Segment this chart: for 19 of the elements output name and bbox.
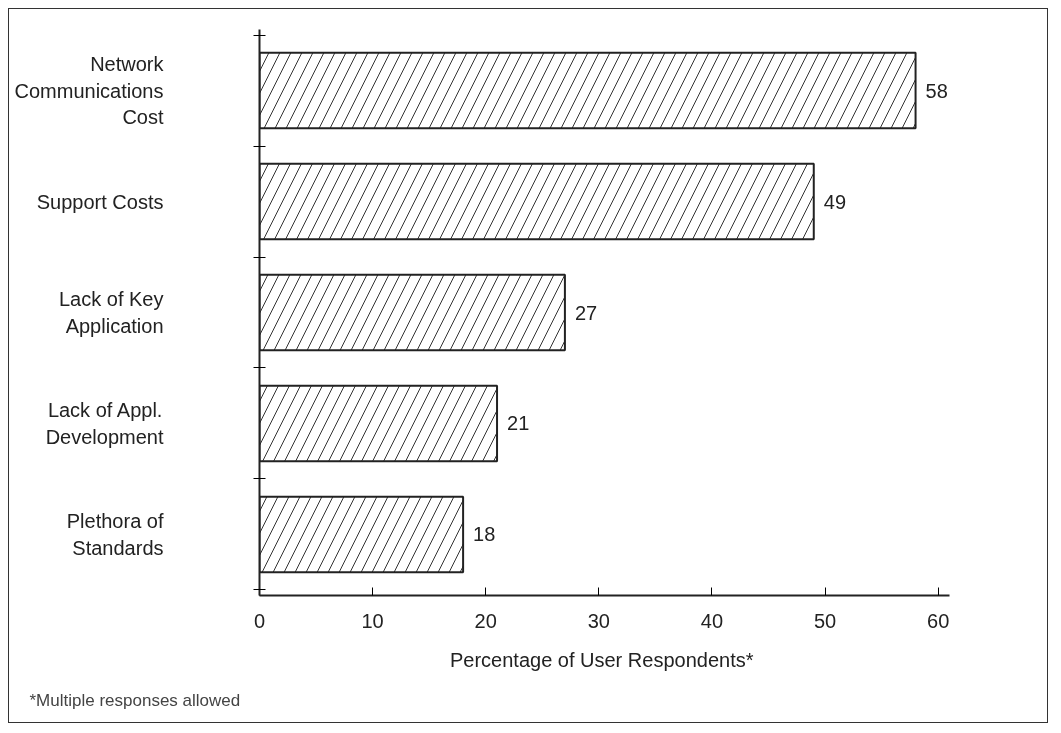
x-tick-label: 10 [361, 609, 384, 632]
text: *Multiple responses allowed [29, 690, 241, 710]
data-label: 18 [473, 523, 496, 546]
data-label: 49 [823, 190, 847, 213]
x-tick-label: 50 [813, 609, 837, 632]
y-tick-label: Network Communications Cost [14, 53, 165, 128]
x-tick-label: 20 [474, 609, 497, 632]
y-tick-label: Lack of Appl. Development [45, 399, 164, 448]
y-tick-label: Lack of Key Application [59, 288, 164, 337]
y-tick-label: Support Costs [36, 190, 164, 213]
data-label: 27 [574, 301, 598, 324]
x-tick-label: 0 [253, 609, 266, 632]
x-axis-title: Percentage of User Respondents* [449, 648, 754, 671]
x-tick-label: 30 [587, 609, 610, 632]
x-tick-label: 60 [927, 609, 950, 632]
y-tick-label: Plethora of Standards [66, 510, 164, 559]
data-label: 21 [507, 412, 530, 435]
x-tick-label: 40 [700, 609, 724, 632]
data-label: 58 [925, 79, 948, 102]
